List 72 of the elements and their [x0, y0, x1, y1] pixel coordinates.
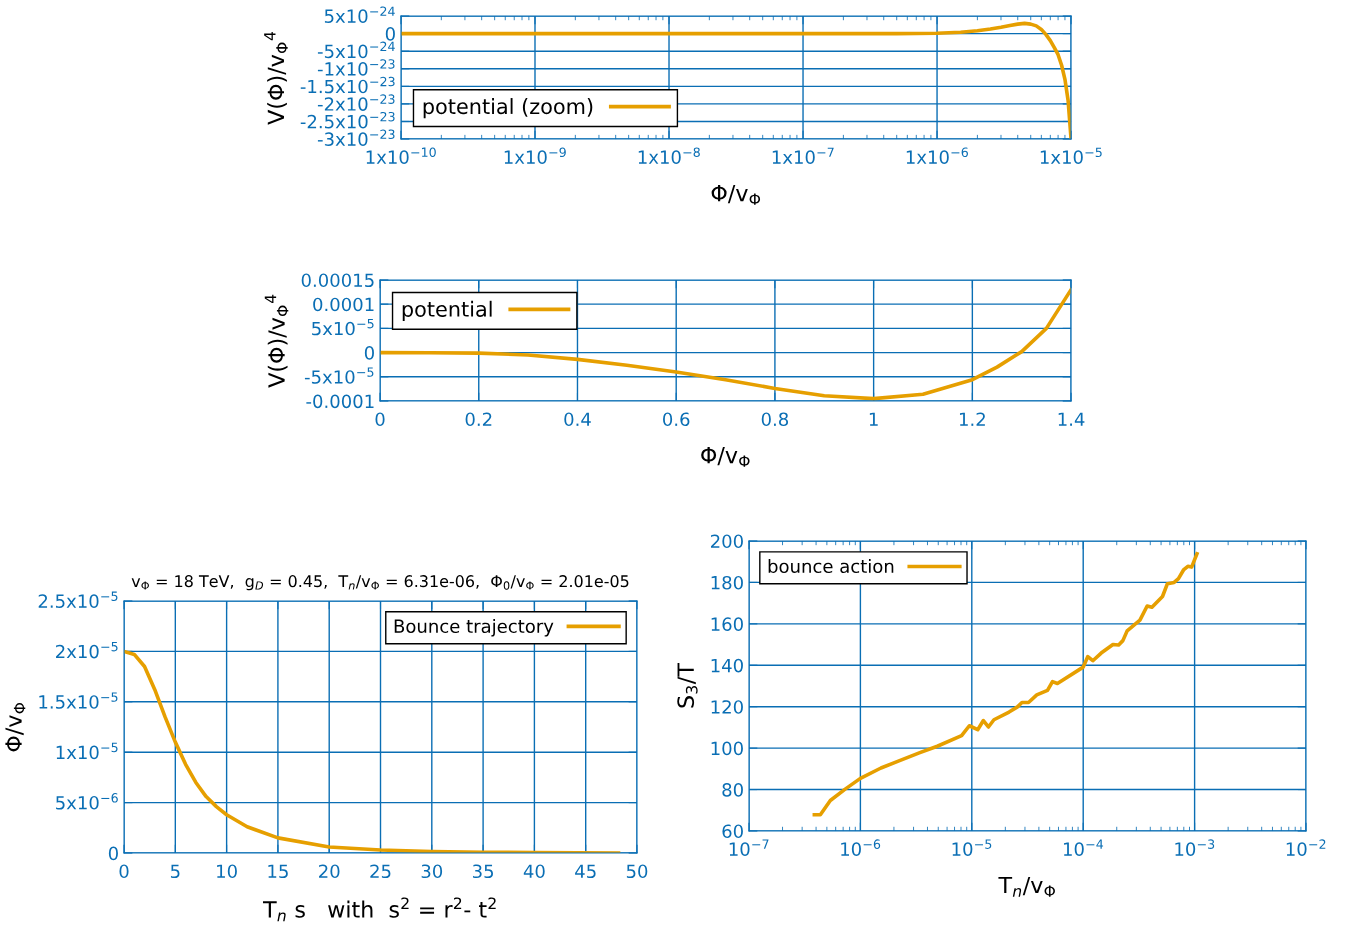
y-tick-label: -5x10$^{−24}$ [317, 41, 395, 59]
x-tick-label: 15 [268, 864, 288, 879]
line-series [124, 649, 621, 854]
x-tick-label: 0.6 [663, 412, 690, 427]
x-tick-label: 0 [119, 864, 129, 879]
y-axis-title: V(Φ)/v$_{Φ}$$^{4}$ [264, 31, 288, 125]
x-tick-label: 30 [421, 864, 443, 879]
y-tick-label: 0.00015 [301, 273, 374, 288]
y-tick-label: 5x10$^{−5}$ [312, 318, 374, 336]
x-tick-label: 10$^{−5}$ [952, 839, 992, 856]
y-tick-label: 1x10$^{−5}$ [56, 742, 118, 760]
legend-label: Bounce trajectory [394, 619, 554, 637]
x-tick-label: 0.4 [564, 412, 591, 427]
y-tick-label: 0 [364, 346, 374, 360]
y-tick-label: -2x10$^{−23}$ [317, 94, 395, 111]
y-tick-label: 180 [711, 575, 743, 590]
x-tick-label: 0 [375, 412, 385, 427]
y-tick-label: 1.5x10$^{−5}$ [39, 692, 118, 709]
legend-label: bounce action [768, 559, 894, 574]
y-axis-title: S$_{3}$/T [677, 663, 698, 708]
x-tick-label: 1x10$^{−5}$ [1040, 147, 1102, 165]
x-tick-label: 20 [319, 864, 340, 879]
y-tick-label: 80 [722, 783, 743, 797]
x-tick-label: 1x10$^{−7}$ [772, 147, 834, 165]
y-tick-label: 200 [710, 534, 743, 549]
y-tick-label: 120 [711, 700, 743, 714]
x-tick-label: 10 [217, 864, 237, 879]
x-tick-label: 35 [472, 864, 494, 879]
x-tick-label: 1 [869, 412, 878, 426]
x-tick-label: 0.8 [761, 412, 789, 427]
y-tick-label: -1x10$^{−23}$ [317, 59, 395, 76]
y-tick-label: -1.5x10$^{−23}$ [300, 76, 395, 94]
x-axis-title: T$_{n}$/v$_{Φ}$ [998, 876, 1055, 897]
x-tick-label: 50 [626, 864, 648, 879]
y-tick-label: 2.5x10$^{−5}$ [38, 591, 118, 608]
x-tick-label: 1.4 [1058, 412, 1085, 426]
x-tick-label: 0.2 [465, 412, 492, 427]
y-tick-label: -3x10$^{−23}$ [317, 129, 395, 147]
x-tick-label: 1x10$^{−8}$ [638, 147, 700, 164]
y-tick-label: 0.0001 [313, 297, 374, 312]
x-tick-label: 10$^{−7}$ [729, 839, 769, 856]
legend-label: potential (zoom) [423, 98, 593, 119]
x-axis-title: Φ/v$_{Φ}$ [701, 446, 750, 467]
y-axis-title: Φ/v$_{Φ}$ [5, 702, 26, 752]
x-tick-label: 10$^{−6}$ [841, 839, 881, 856]
x-tick-label: 45 [575, 864, 596, 879]
legend-label: potential [402, 300, 492, 321]
y-tick-label: 100 [711, 741, 743, 756]
chart-title: v$_{Φ}$ = 18 TeV, g$_{D}$ = 0.45, T$_{n}$/v$_{Φ}$ = 6.31e-06, Φ$_{0}$/v$_{Φ}$ = 2.01e-05 [131, 575, 629, 591]
y-tick-label: -0.0001 [306, 394, 374, 409]
x-tick-label: 40 [523, 864, 545, 879]
y-tick-label: -5x10$^{−5}$ [304, 367, 374, 384]
y-axis-title: V(Φ)/v$_{Φ}$$^{4}$ [264, 294, 289, 388]
x-tick-label: 1.2 [959, 412, 985, 426]
x-axis-title: Φ/v$_{Φ}$ [711, 184, 761, 205]
y-tick-label: 60 [722, 824, 743, 839]
x-tick-label: 1x10$^{−9}$ [504, 147, 566, 164]
y-tick-label: 5x10$^{−24}$ [324, 6, 395, 24]
y-tick-label: 140 [711, 658, 743, 673]
y-tick-label: 5x10$^{−6}$ [56, 793, 118, 810]
x-tick-label: 10$^{−3}$ [1175, 839, 1215, 856]
x-tick-label: 1x10$^{−10}$ [366, 147, 436, 164]
y-tick-label: -2.5x10$^{−23}$ [300, 111, 395, 129]
y-tick-label: 160 [711, 617, 743, 631]
x-tick-label: 5 [170, 864, 180, 879]
y-tick-label: 2x10$^{−5}$ [56, 641, 118, 659]
x-tick-label: 10$^{−2}$ [1286, 839, 1326, 856]
x-tick-label: 1x10$^{−6}$ [906, 147, 968, 164]
x-tick-label: 10$^{−4}$ [1063, 839, 1104, 856]
x-axis-title: T$_{n}$ s with s$^{2}$ = r$^{2}$- t$^{2}$ [263, 897, 496, 922]
x-tick-label: 25 [370, 864, 391, 879]
y-tick-label: 0 [385, 27, 395, 41]
